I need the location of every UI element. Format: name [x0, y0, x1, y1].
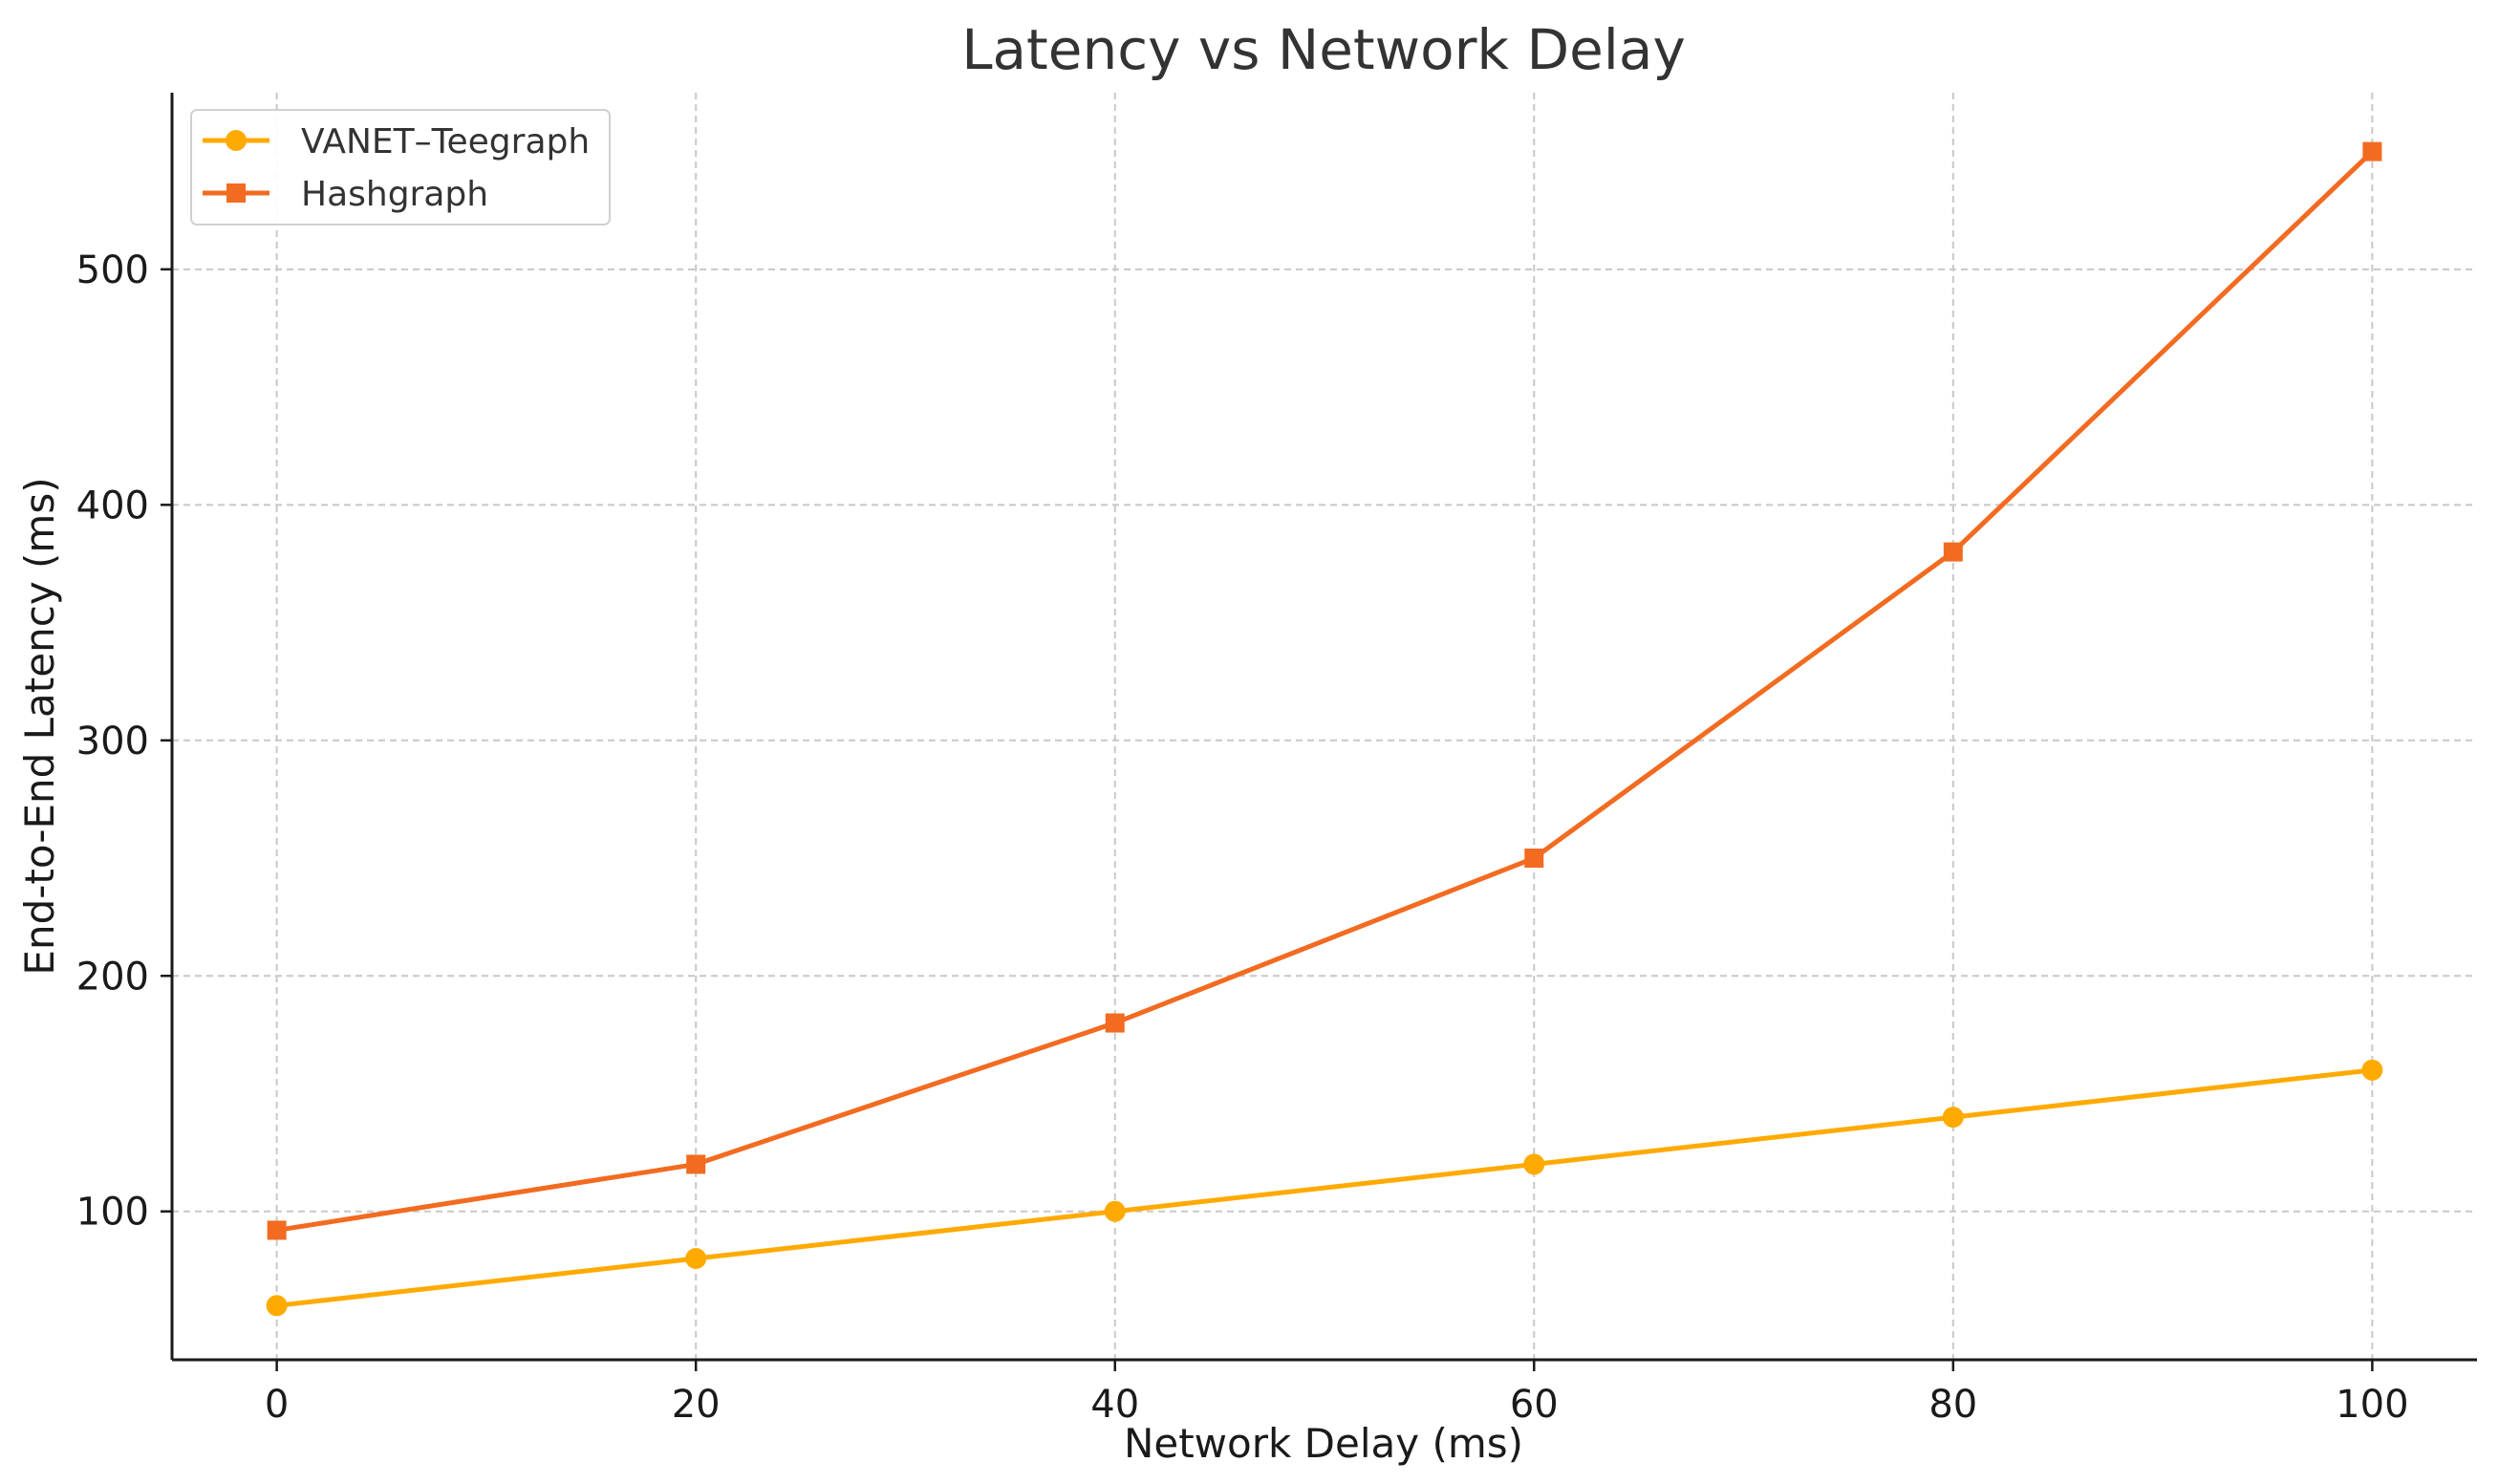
axes	[161, 93, 2477, 1371]
data-point	[1943, 542, 1963, 562]
x-tick-label: 20	[672, 1383, 721, 1427]
x-tick-label: 40	[1090, 1383, 1139, 1427]
data-point	[1105, 1013, 1125, 1033]
data-point	[1524, 849, 1544, 869]
x-axis-label: Network Delay (ms)	[1124, 1420, 1523, 1467]
y-tick-label: 300	[76, 720, 149, 764]
grid-lines	[172, 93, 2477, 1360]
x-tick-labels: 0 20 40 60 80 100	[265, 1383, 2409, 1427]
data-point	[1942, 1107, 1964, 1129]
series-hashgraph	[267, 141, 2382, 1240]
data-point	[2362, 141, 2382, 161]
legend-label: VANET–Teegraph	[301, 122, 590, 161]
x-tick-label: 80	[1928, 1383, 1977, 1427]
data-point	[685, 1248, 707, 1270]
legend-marker	[226, 130, 247, 151]
data-point	[267, 1220, 287, 1240]
y-tick-label: 100	[76, 1191, 149, 1235]
y-tick-label: 400	[76, 484, 149, 527]
legend: VANET–Teegraph Hashgraph	[190, 109, 611, 226]
data-point	[1104, 1200, 1126, 1222]
x-tick-label: 60	[1510, 1383, 1559, 1427]
legend-label: Hashgraph	[301, 175, 488, 214]
data-point	[1523, 1153, 1545, 1175]
legend-item: VANET–Teegraph	[203, 122, 590, 161]
series-line	[276, 149, 2375, 1233]
y-tick-label: 200	[76, 955, 149, 999]
data-point	[686, 1154, 706, 1174]
y-tick-labels: 100 200 300 400 500	[76, 248, 149, 1235]
series-line	[276, 1067, 2373, 1308]
x-tick-label: 100	[2336, 1383, 2408, 1427]
series-vanet-teegraph	[266, 1059, 2383, 1317]
legend-item: Hashgraph	[203, 175, 488, 214]
legend-box	[190, 109, 611, 226]
data-point	[266, 1295, 288, 1317]
chart-title: Latency vs Network Delay	[961, 17, 1686, 82]
x-tick-label: 0	[265, 1383, 289, 1427]
y-axis-label: End-to-End Latency (ms)	[16, 477, 63, 975]
data-point	[2361, 1059, 2383, 1081]
legend-marker	[226, 183, 246, 203]
series-group	[266, 141, 2383, 1317]
y-tick-label: 500	[76, 248, 149, 292]
